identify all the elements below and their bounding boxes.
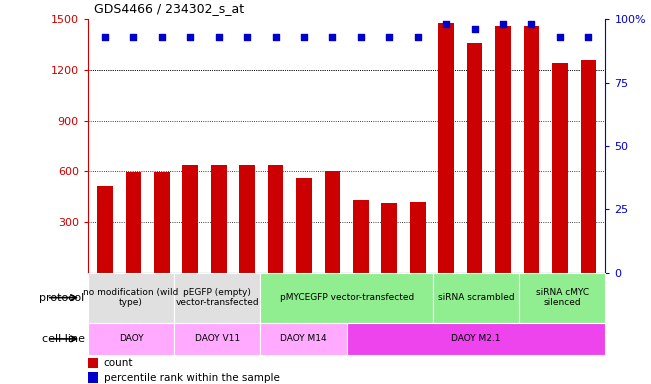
Text: pEGFP (empty)
vector-transfected: pEGFP (empty) vector-transfected — [176, 288, 259, 307]
Bar — [174, 273, 260, 323]
Point — [441, 21, 451, 27]
Point — [185, 34, 195, 40]
Text: cell line: cell line — [42, 334, 85, 344]
Point — [157, 34, 167, 40]
Bar — [211, 164, 227, 273]
Bar — [126, 172, 141, 273]
Point — [327, 34, 338, 40]
Text: percentile rank within the sample: percentile rank within the sample — [104, 372, 279, 383]
Bar — [268, 166, 283, 273]
Bar — [381, 202, 397, 273]
Bar — [467, 43, 482, 273]
Bar — [438, 23, 454, 273]
Bar — [182, 166, 198, 273]
Point — [100, 34, 110, 40]
Bar — [88, 273, 174, 323]
Point — [299, 34, 309, 40]
Text: DAOY: DAOY — [118, 334, 143, 343]
Text: DAOY V11: DAOY V11 — [195, 334, 240, 343]
Bar — [346, 323, 605, 355]
Bar — [88, 358, 98, 368]
Bar — [353, 200, 368, 273]
Text: DAOY M14: DAOY M14 — [280, 334, 327, 343]
Point — [355, 34, 366, 40]
Bar — [523, 26, 539, 273]
Point — [526, 21, 536, 27]
Point — [469, 26, 480, 32]
Point — [583, 34, 594, 40]
Text: count: count — [104, 358, 133, 368]
Bar — [174, 323, 260, 355]
Bar — [495, 26, 511, 273]
Text: siRNA scrambled: siRNA scrambled — [437, 293, 514, 302]
Bar — [97, 187, 113, 273]
Text: GDS4466 / 234302_s_at: GDS4466 / 234302_s_at — [94, 2, 245, 15]
Bar — [325, 171, 340, 273]
Text: siRNA cMYC
silenced: siRNA cMYC silenced — [536, 288, 589, 307]
Point — [270, 34, 281, 40]
Bar — [88, 323, 174, 355]
Bar — [552, 63, 568, 273]
Point — [413, 34, 423, 40]
Point — [498, 21, 508, 27]
Bar — [433, 273, 519, 323]
Bar — [581, 60, 596, 273]
Text: protocol: protocol — [39, 293, 85, 303]
Bar — [88, 372, 98, 382]
Point — [214, 34, 224, 40]
Point — [555, 34, 565, 40]
Text: no modification (wild
type): no modification (wild type) — [83, 288, 179, 307]
Bar — [519, 273, 605, 323]
Bar — [410, 202, 426, 273]
Point — [242, 34, 253, 40]
Bar — [296, 178, 312, 273]
Text: pMYCEGFP vector-transfected: pMYCEGFP vector-transfected — [279, 293, 414, 302]
Bar — [154, 172, 170, 273]
Bar — [240, 164, 255, 273]
Text: DAOY M2.1: DAOY M2.1 — [451, 334, 501, 343]
Point — [384, 34, 395, 40]
Point — [128, 34, 139, 40]
Bar — [260, 273, 433, 323]
Bar — [260, 323, 346, 355]
